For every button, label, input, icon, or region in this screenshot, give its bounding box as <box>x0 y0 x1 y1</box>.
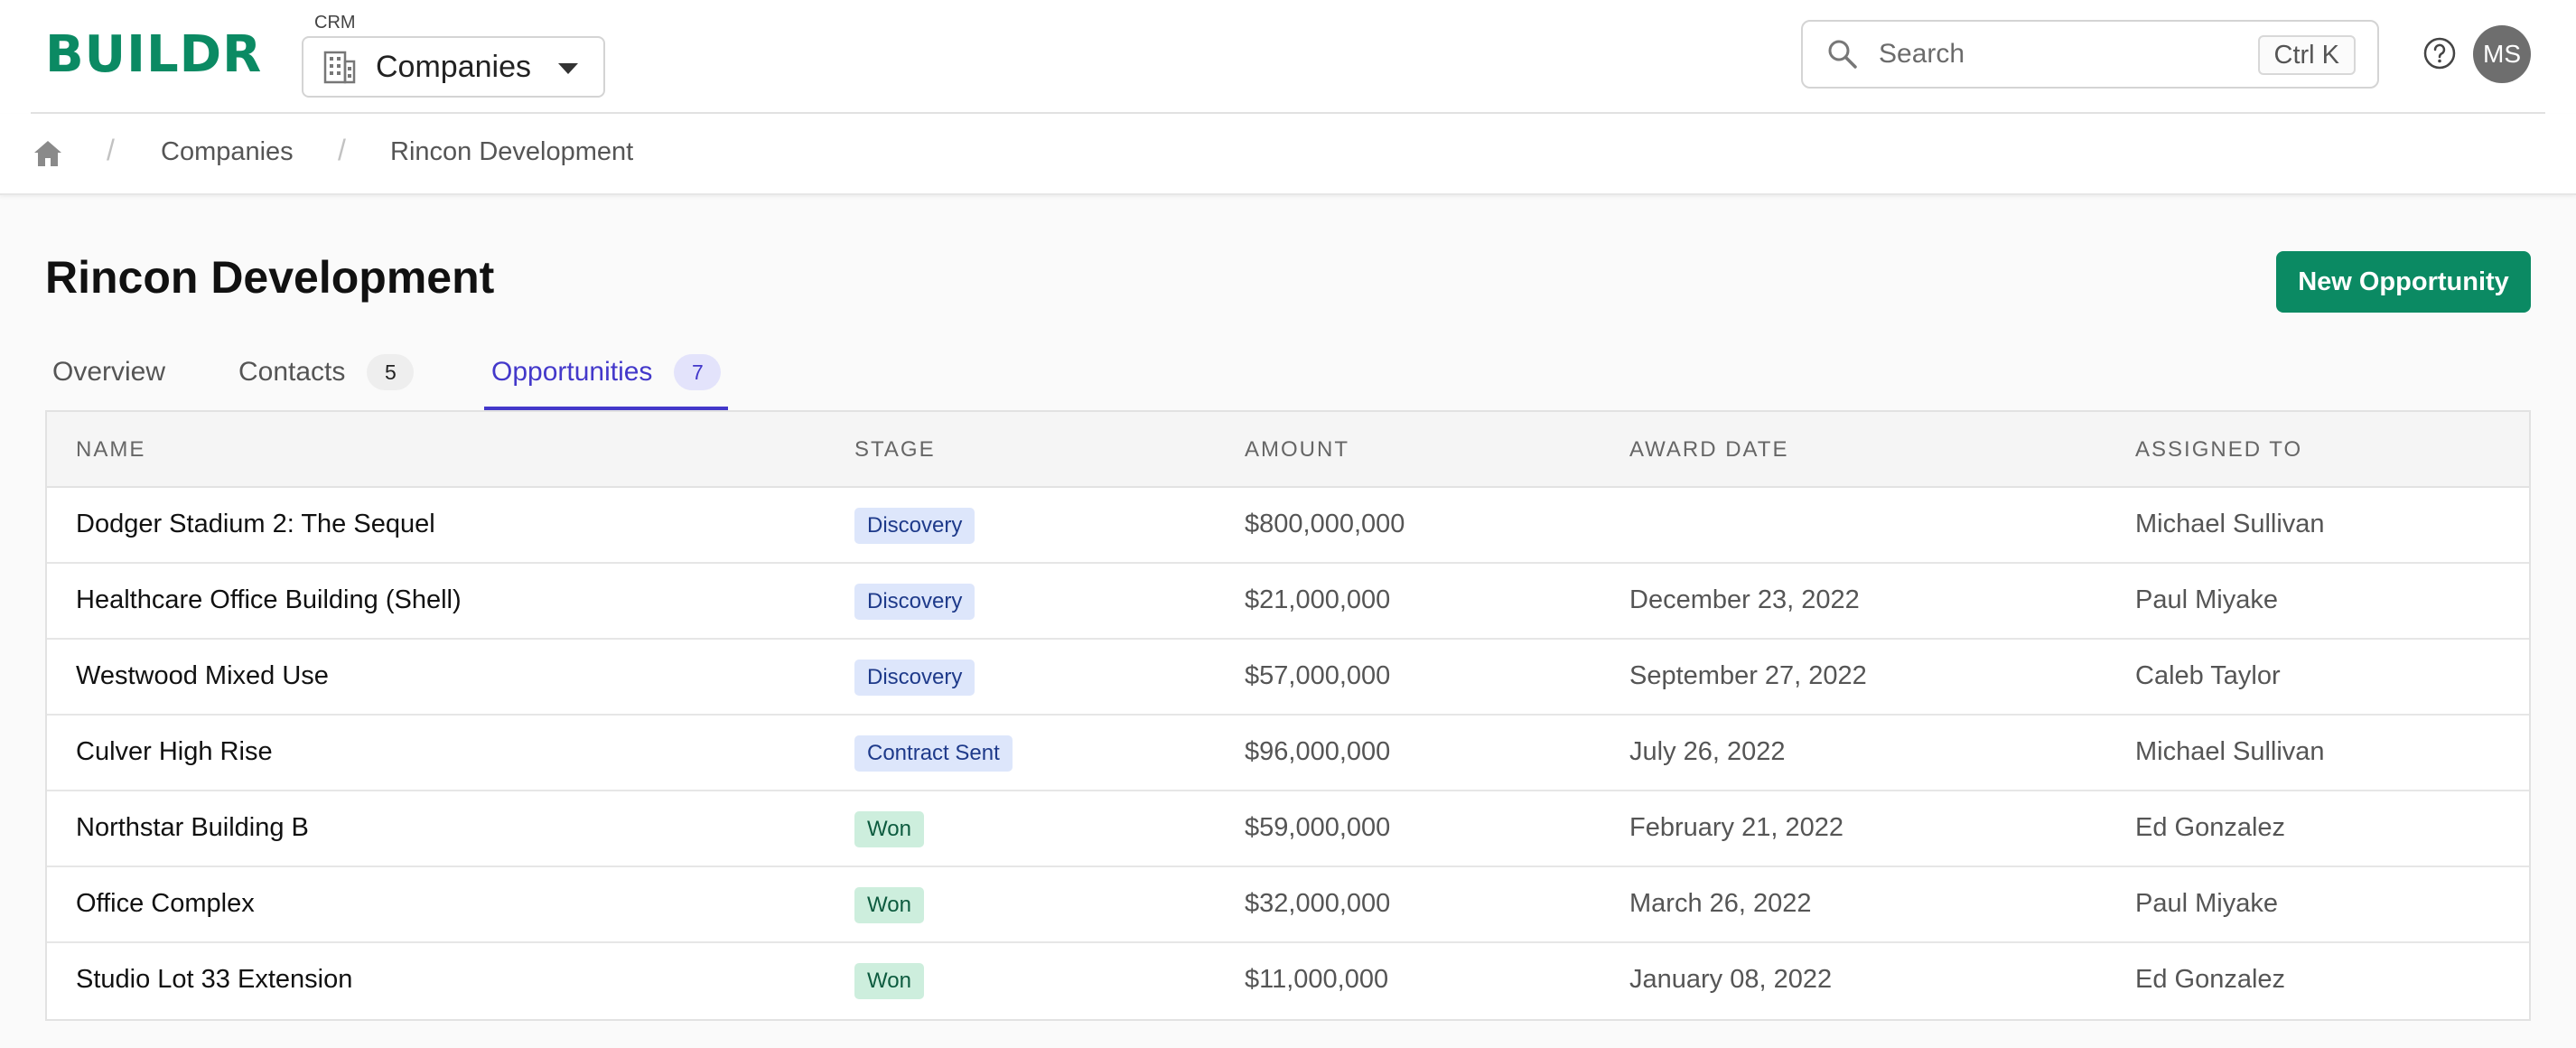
tab-label: Opportunities <box>491 357 653 387</box>
search-icon <box>1828 40 1857 69</box>
avatar[interactable]: MS <box>2473 25 2531 83</box>
column-header-name[interactable]: NAME <box>76 437 146 462</box>
breadcrumb-separator: / <box>338 134 346 166</box>
assigned-to-cell: Ed Gonzalez <box>2135 965 2286 994</box>
stage-badge: Contract Sent <box>854 735 1013 772</box>
table-row[interactable]: Northstar Building B Won $59,000,000 Feb… <box>47 791 2529 867</box>
stage-badge: Won <box>854 887 924 923</box>
stage-badge: Won <box>854 811 924 847</box>
opportunity-name[interactable]: Northstar Building B <box>76 813 309 842</box>
stage-badge: Discovery <box>854 508 975 544</box>
page-title: Rincon Development <box>45 252 495 303</box>
caret-down-icon <box>558 63 578 74</box>
amount-cell: $57,000,000 <box>1245 661 1391 690</box>
app-logo[interactable]: BUILDR <box>45 25 263 84</box>
tab-contacts[interactable]: Contacts 5 <box>238 334 415 410</box>
opportunity-name[interactable]: Healthcare Office Building (Shell) <box>76 585 462 614</box>
module-selector[interactable]: Companies <box>302 36 605 98</box>
tab-opportunities[interactable]: Opportunities 7 <box>483 334 729 410</box>
opportunity-name[interactable]: Culver High Rise <box>76 737 273 766</box>
amount-cell: $96,000,000 <box>1245 737 1391 766</box>
building-icon <box>323 51 356 84</box>
award-date-cell: March 26, 2022 <box>1629 889 1812 918</box>
stage-badge: Discovery <box>854 660 975 696</box>
module-selector-label: Companies <box>376 49 531 84</box>
assigned-to-cell: Caleb Taylor <box>2135 661 2281 690</box>
award-date-cell: February 21, 2022 <box>1629 813 1843 842</box>
assigned-to-cell: Ed Gonzalez <box>2135 813 2286 842</box>
award-date-cell: September 27, 2022 <box>1629 661 1867 690</box>
assigned-to-cell: Paul Miyake <box>2135 889 2278 918</box>
column-header-award-date[interactable]: AWARD DATE <box>1629 437 1789 462</box>
amount-cell: $21,000,000 <box>1245 585 1391 614</box>
column-header-stage[interactable]: STAGE <box>854 437 936 462</box>
award-date-cell: January 08, 2022 <box>1629 965 1833 994</box>
amount-cell: $800,000,000 <box>1245 510 1405 538</box>
opportunity-name[interactable]: Dodger Stadium 2: The Sequel <box>76 510 435 538</box>
amount-cell: $59,000,000 <box>1245 813 1391 842</box>
top-bar: BUILDR CRM Companies Search Ctrl K MS <box>0 0 2576 114</box>
table-row[interactable]: Westwood Mixed Use Discovery $57,000,000… <box>47 640 2529 716</box>
search-placeholder: Search <box>1879 39 1965 69</box>
table-row[interactable]: Dodger Stadium 2: The Sequel Discovery $… <box>47 488 2529 564</box>
breadcrumb: / Companies / Rincon Development <box>0 114 2576 195</box>
tab-count-badge: 5 <box>367 354 415 390</box>
tab-bar: Overview Contacts 5 Opportunities 7 <box>45 334 2531 410</box>
award-date-cell: December 23, 2022 <box>1629 585 1860 614</box>
assigned-to-cell: Michael Sullivan <box>2135 737 2325 766</box>
amount-cell: $32,000,000 <box>1245 889 1391 918</box>
table-row[interactable]: Office Complex Won $32,000,000 March 26,… <box>47 867 2529 943</box>
search-shortcut-hint: Ctrl K <box>2257 35 2356 75</box>
breadcrumb-item-current: Rincon Development <box>390 137 634 166</box>
assigned-to-cell: Michael Sullivan <box>2135 510 2325 538</box>
stage-badge: Discovery <box>854 584 975 620</box>
opportunity-name[interactable]: Westwood Mixed Use <box>76 661 329 690</box>
opportunity-name[interactable]: Office Complex <box>76 889 255 918</box>
breadcrumb-separator: / <box>107 134 115 166</box>
help-circle-icon[interactable] <box>2422 36 2457 70</box>
column-header-amount[interactable]: AMOUNT <box>1245 437 1349 462</box>
divider <box>31 112 2545 114</box>
tab-overview[interactable]: Overview <box>52 334 165 410</box>
home-icon[interactable] <box>33 139 63 168</box>
assigned-to-cell: Paul Miyake <box>2135 585 2278 614</box>
amount-cell: $11,000,000 <box>1245 965 1389 994</box>
opportunity-name[interactable]: Studio Lot 33 Extension <box>76 965 353 994</box>
stage-badge: Won <box>854 963 924 999</box>
breadcrumb-item-companies[interactable]: Companies <box>161 137 294 166</box>
table-header: NAME STAGE AMOUNT AWARD DATE ASSIGNED TO <box>47 412 2529 488</box>
award-date-cell: July 26, 2022 <box>1629 737 1786 766</box>
table-row[interactable]: Studio Lot 33 Extension Won $11,000,000 … <box>47 943 2529 1019</box>
table-row[interactable]: Healthcare Office Building (Shell) Disco… <box>47 564 2529 640</box>
opportunities-table: NAME STAGE AMOUNT AWARD DATE ASSIGNED TO… <box>45 410 2531 1021</box>
search-input[interactable]: Search Ctrl K <box>1801 20 2379 89</box>
module-caption: CRM <box>314 13 356 33</box>
tab-count-badge: 7 <box>674 354 722 390</box>
column-header-assigned-to[interactable]: ASSIGNED TO <box>2135 437 2303 462</box>
new-opportunity-button[interactable]: New Opportunity <box>2276 251 2531 313</box>
table-row[interactable]: Culver High Rise Contract Sent $96,000,0… <box>47 716 2529 791</box>
tab-label: Overview <box>52 357 166 387</box>
tab-label: Contacts <box>238 357 346 387</box>
